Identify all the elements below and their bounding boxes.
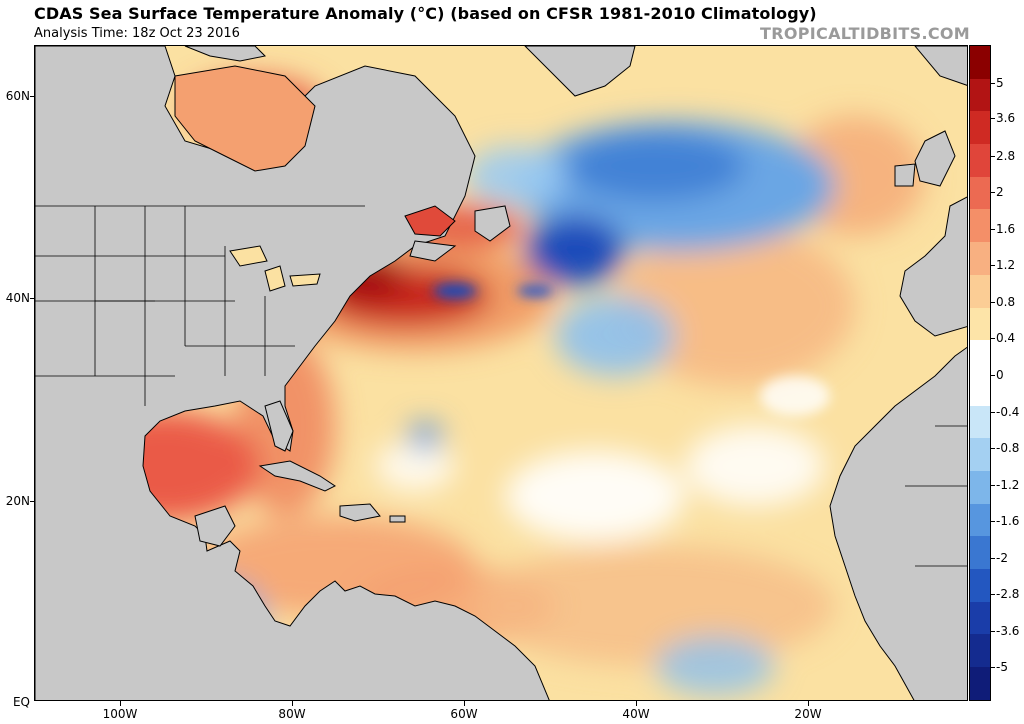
colorbar-segment: [970, 144, 990, 177]
lon-tick: [120, 701, 121, 706]
colorbar-label: -2: [996, 551, 1008, 565]
colorbar-tick: [991, 192, 995, 193]
colorbar-label: -0.8: [996, 441, 1020, 455]
colorbar-tick: [991, 338, 995, 339]
colorbar-segment: [970, 176, 990, 210]
colorbar-segment: [970, 438, 990, 471]
colorbar-segment: [970, 78, 990, 112]
lon-label-20w: 20W: [794, 707, 822, 721]
colorbar-label: -2.8: [996, 587, 1020, 601]
lon-tick: [636, 701, 637, 706]
colorbar-label: 1.6: [996, 222, 1016, 236]
colorbar-tick: [991, 265, 995, 266]
lon-label-60w: 60W: [450, 707, 478, 721]
colorbar-segment: [970, 601, 990, 635]
lon-label-80w: 80W: [278, 707, 306, 721]
colorbar-segment: [970, 405, 990, 439]
colorbar-label: 0.8: [996, 295, 1016, 309]
colorbar-segment: [970, 111, 990, 145]
colorbar-segment: [970, 569, 990, 602]
lat-tick: [30, 96, 35, 97]
colorbar-label: 3.6: [996, 111, 1016, 125]
colorbar-tick: [991, 156, 995, 157]
lon-label-100w: 100W: [102, 707, 138, 721]
colorbar-label: 2: [996, 185, 1004, 199]
colorbar-segment: [970, 274, 990, 308]
colorbar: [969, 45, 991, 701]
colorbar-label: 2.8: [996, 149, 1016, 163]
colorbar-segment: [970, 667, 990, 700]
colorbar-tick: [991, 83, 995, 84]
colorbar-tick: [991, 229, 995, 230]
lon-label-40w: 40W: [622, 707, 650, 721]
analysis-time: Analysis Time: 18z Oct 23 2016: [34, 26, 240, 41]
colorbar-label: 5: [996, 76, 1004, 90]
colorbar-label: -3.6: [996, 624, 1020, 638]
colorbar-tick: [991, 302, 995, 303]
colorbar-segment: [970, 46, 990, 79]
colorbar-label: -1.6: [996, 514, 1020, 528]
colorbar-segment: [970, 242, 990, 275]
colorbar-segment: [970, 372, 990, 406]
colorbar-label: 0.4: [996, 331, 1016, 345]
land: [35, 46, 967, 700]
colorbar-tick: [991, 448, 995, 449]
lat-tick: [30, 298, 35, 299]
colorbar-label: -0.4: [996, 405, 1020, 419]
lon-tick: [808, 701, 809, 706]
colorbar-segment: [970, 307, 990, 341]
colorbar-segment: [970, 503, 990, 537]
lat-label-20n: 20N: [5, 494, 30, 508]
lat-label-eq: EQ: [12, 695, 30, 709]
site-watermark: TROPICALTIDBITS.COM: [760, 24, 970, 43]
colorbar-segment: [970, 340, 990, 373]
lon-tick: [464, 701, 465, 706]
colorbar-segment: [970, 470, 990, 504]
lat-label-40n: 40N: [5, 291, 30, 305]
lat-tick: [30, 501, 35, 502]
colorbar-tick: [991, 375, 995, 376]
sst-anomaly-map: [34, 45, 968, 701]
colorbar-segment: [970, 209, 990, 243]
colorbar-segment: [970, 634, 990, 668]
colorbar-tick: [991, 412, 995, 413]
colorbar-tick: [991, 667, 995, 668]
political-borders: [35, 205, 967, 567]
great-lakes: [229, 245, 321, 292]
colorbar-tick: [991, 521, 995, 522]
colorbar-label: 1.2: [996, 258, 1016, 272]
colorbar-tick: [991, 118, 995, 119]
colorbar-tick: [991, 594, 995, 595]
colorbar-label: -1.2: [996, 478, 1020, 492]
colorbar-tick: [991, 631, 995, 632]
lat-label-60n: 60N: [5, 89, 30, 103]
colorbar-tick: [991, 558, 995, 559]
lon-tick: [292, 701, 293, 706]
map-title: CDAS Sea Surface Temperature Anomaly (°C…: [34, 4, 817, 23]
colorbar-label: 0: [996, 368, 1004, 382]
colorbar-tick: [991, 485, 995, 486]
colorbar-label: -5: [996, 660, 1008, 674]
hudson-bay: [174, 65, 316, 172]
colorbar-segment: [970, 536, 990, 569]
